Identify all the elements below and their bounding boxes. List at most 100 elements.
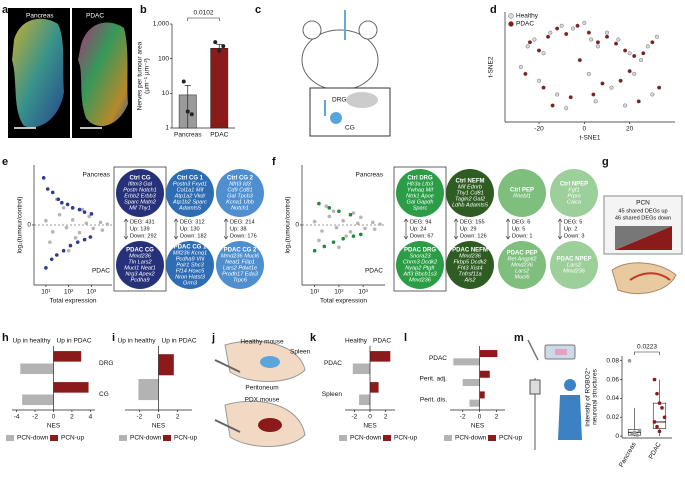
deg-circle	[166, 241, 214, 289]
y-tick-label: 0	[27, 222, 31, 229]
bar	[469, 399, 480, 407]
deg-stat: Up: 5	[512, 226, 525, 232]
bar	[462, 379, 480, 387]
x-tick-label: 0	[583, 126, 587, 133]
data-point	[217, 48, 222, 53]
data-point	[657, 429, 662, 434]
x-tick-label: 2	[384, 414, 388, 421]
data-point	[181, 79, 186, 84]
header: Healthy	[345, 338, 368, 345]
deg-stat: Up: 139	[130, 226, 150, 232]
data-point	[358, 215, 363, 220]
tumour	[258, 418, 282, 432]
patient-head	[564, 379, 576, 391]
data-point	[344, 234, 348, 238]
inset	[309, 87, 391, 137]
data-point	[586, 30, 591, 35]
gene: Ldhb Adamts5	[452, 202, 489, 208]
annotation: Pancreas	[356, 172, 384, 179]
y-tick-label: 0.02	[606, 414, 619, 421]
diagram-label: DRG	[332, 97, 346, 104]
data-point	[614, 41, 619, 46]
circle-title: PDAC CG	[126, 248, 154, 254]
syringe	[214, 419, 241, 433]
y-tick-label: 0.06	[606, 376, 619, 383]
deg-stat: Up: 2	[564, 226, 577, 232]
data-point	[527, 40, 532, 45]
y-tick-label: 0	[295, 222, 299, 229]
data-point	[523, 71, 528, 76]
data-point	[50, 190, 55, 195]
syringe	[214, 359, 241, 373]
gene: Mmd236	[511, 262, 534, 268]
deg-circle	[116, 241, 164, 289]
diagram-label: CG	[345, 125, 355, 132]
data-point	[372, 227, 377, 232]
gene: Ntrk1 Apoe	[406, 193, 434, 199]
x-axis-label: Total expression	[320, 298, 367, 305]
bar	[210, 47, 229, 129]
panel-letter: c	[255, 4, 261, 16]
data-point	[537, 78, 542, 83]
panel-a-images: Pancreas PDAC	[8, 8, 132, 138]
x-tick-label: 10²	[64, 289, 74, 296]
deg-stat: Down: 176	[230, 233, 257, 239]
deg-stat: DEG: 94	[410, 219, 431, 225]
gene: Mmd236	[563, 268, 586, 274]
data-point	[57, 212, 62, 217]
data-point	[652, 420, 657, 424]
data-point	[623, 103, 628, 108]
data-point	[41, 176, 46, 180]
tissue	[78, 22, 128, 127]
gene: Postn Notch1	[123, 187, 157, 193]
data-point	[66, 248, 71, 253]
data-point	[70, 218, 75, 222]
x-tick-label: -2	[32, 414, 38, 421]
x-tick-label: -20	[534, 126, 544, 133]
gene: Postn3 Fxyd1	[173, 181, 207, 187]
legend-label: PCN-down	[130, 435, 162, 442]
bar	[158, 354, 174, 376]
x-axis-label: NES	[47, 423, 61, 430]
arrow	[505, 218, 511, 240]
circle-title: Ctrl DRG	[407, 176, 433, 182]
data-point	[639, 58, 644, 63]
data-point	[105, 222, 110, 226]
x-tick-label: 10¹	[310, 289, 320, 296]
deg-circle	[396, 241, 444, 289]
deg-stat: Up: 38	[230, 226, 246, 232]
legend-swatch	[339, 435, 347, 441]
legend-label: PCN-up	[61, 435, 85, 442]
legend-swatch	[383, 435, 391, 441]
legend-swatch	[488, 435, 496, 441]
data-point	[652, 377, 657, 382]
legend-label: PDAC	[516, 21, 534, 28]
bar	[370, 351, 391, 362]
deg-circle	[498, 169, 546, 217]
x-tick-label: -4	[14, 414, 20, 421]
gene: Neat1 Filip1	[225, 259, 255, 265]
x-axis-label: t-SNE1	[580, 135, 601, 142]
bar	[53, 382, 89, 393]
deg-circle	[116, 169, 164, 217]
tool	[527, 339, 539, 361]
panel-c-diagram: DRG CG	[301, 10, 391, 137]
x-tick-label: 0	[157, 414, 161, 421]
x-tick-label: 2	[495, 414, 499, 421]
data-point	[351, 211, 356, 215]
panel-letter: h	[2, 332, 9, 344]
data-point	[50, 230, 55, 234]
x-tick-label: 20	[626, 126, 634, 133]
data-point	[546, 34, 551, 39]
data-point	[550, 103, 555, 108]
x-axis-label: NES	[363, 423, 377, 430]
data-point	[627, 51, 632, 56]
legend-marker	[508, 13, 514, 19]
data-point	[68, 243, 73, 248]
panel-letter: f	[272, 156, 276, 168]
data-point	[662, 415, 667, 420]
gene: Prodh17 Eda3	[222, 271, 259, 277]
data-point	[518, 64, 523, 69]
data-point	[537, 48, 542, 53]
data-point	[548, 30, 553, 35]
